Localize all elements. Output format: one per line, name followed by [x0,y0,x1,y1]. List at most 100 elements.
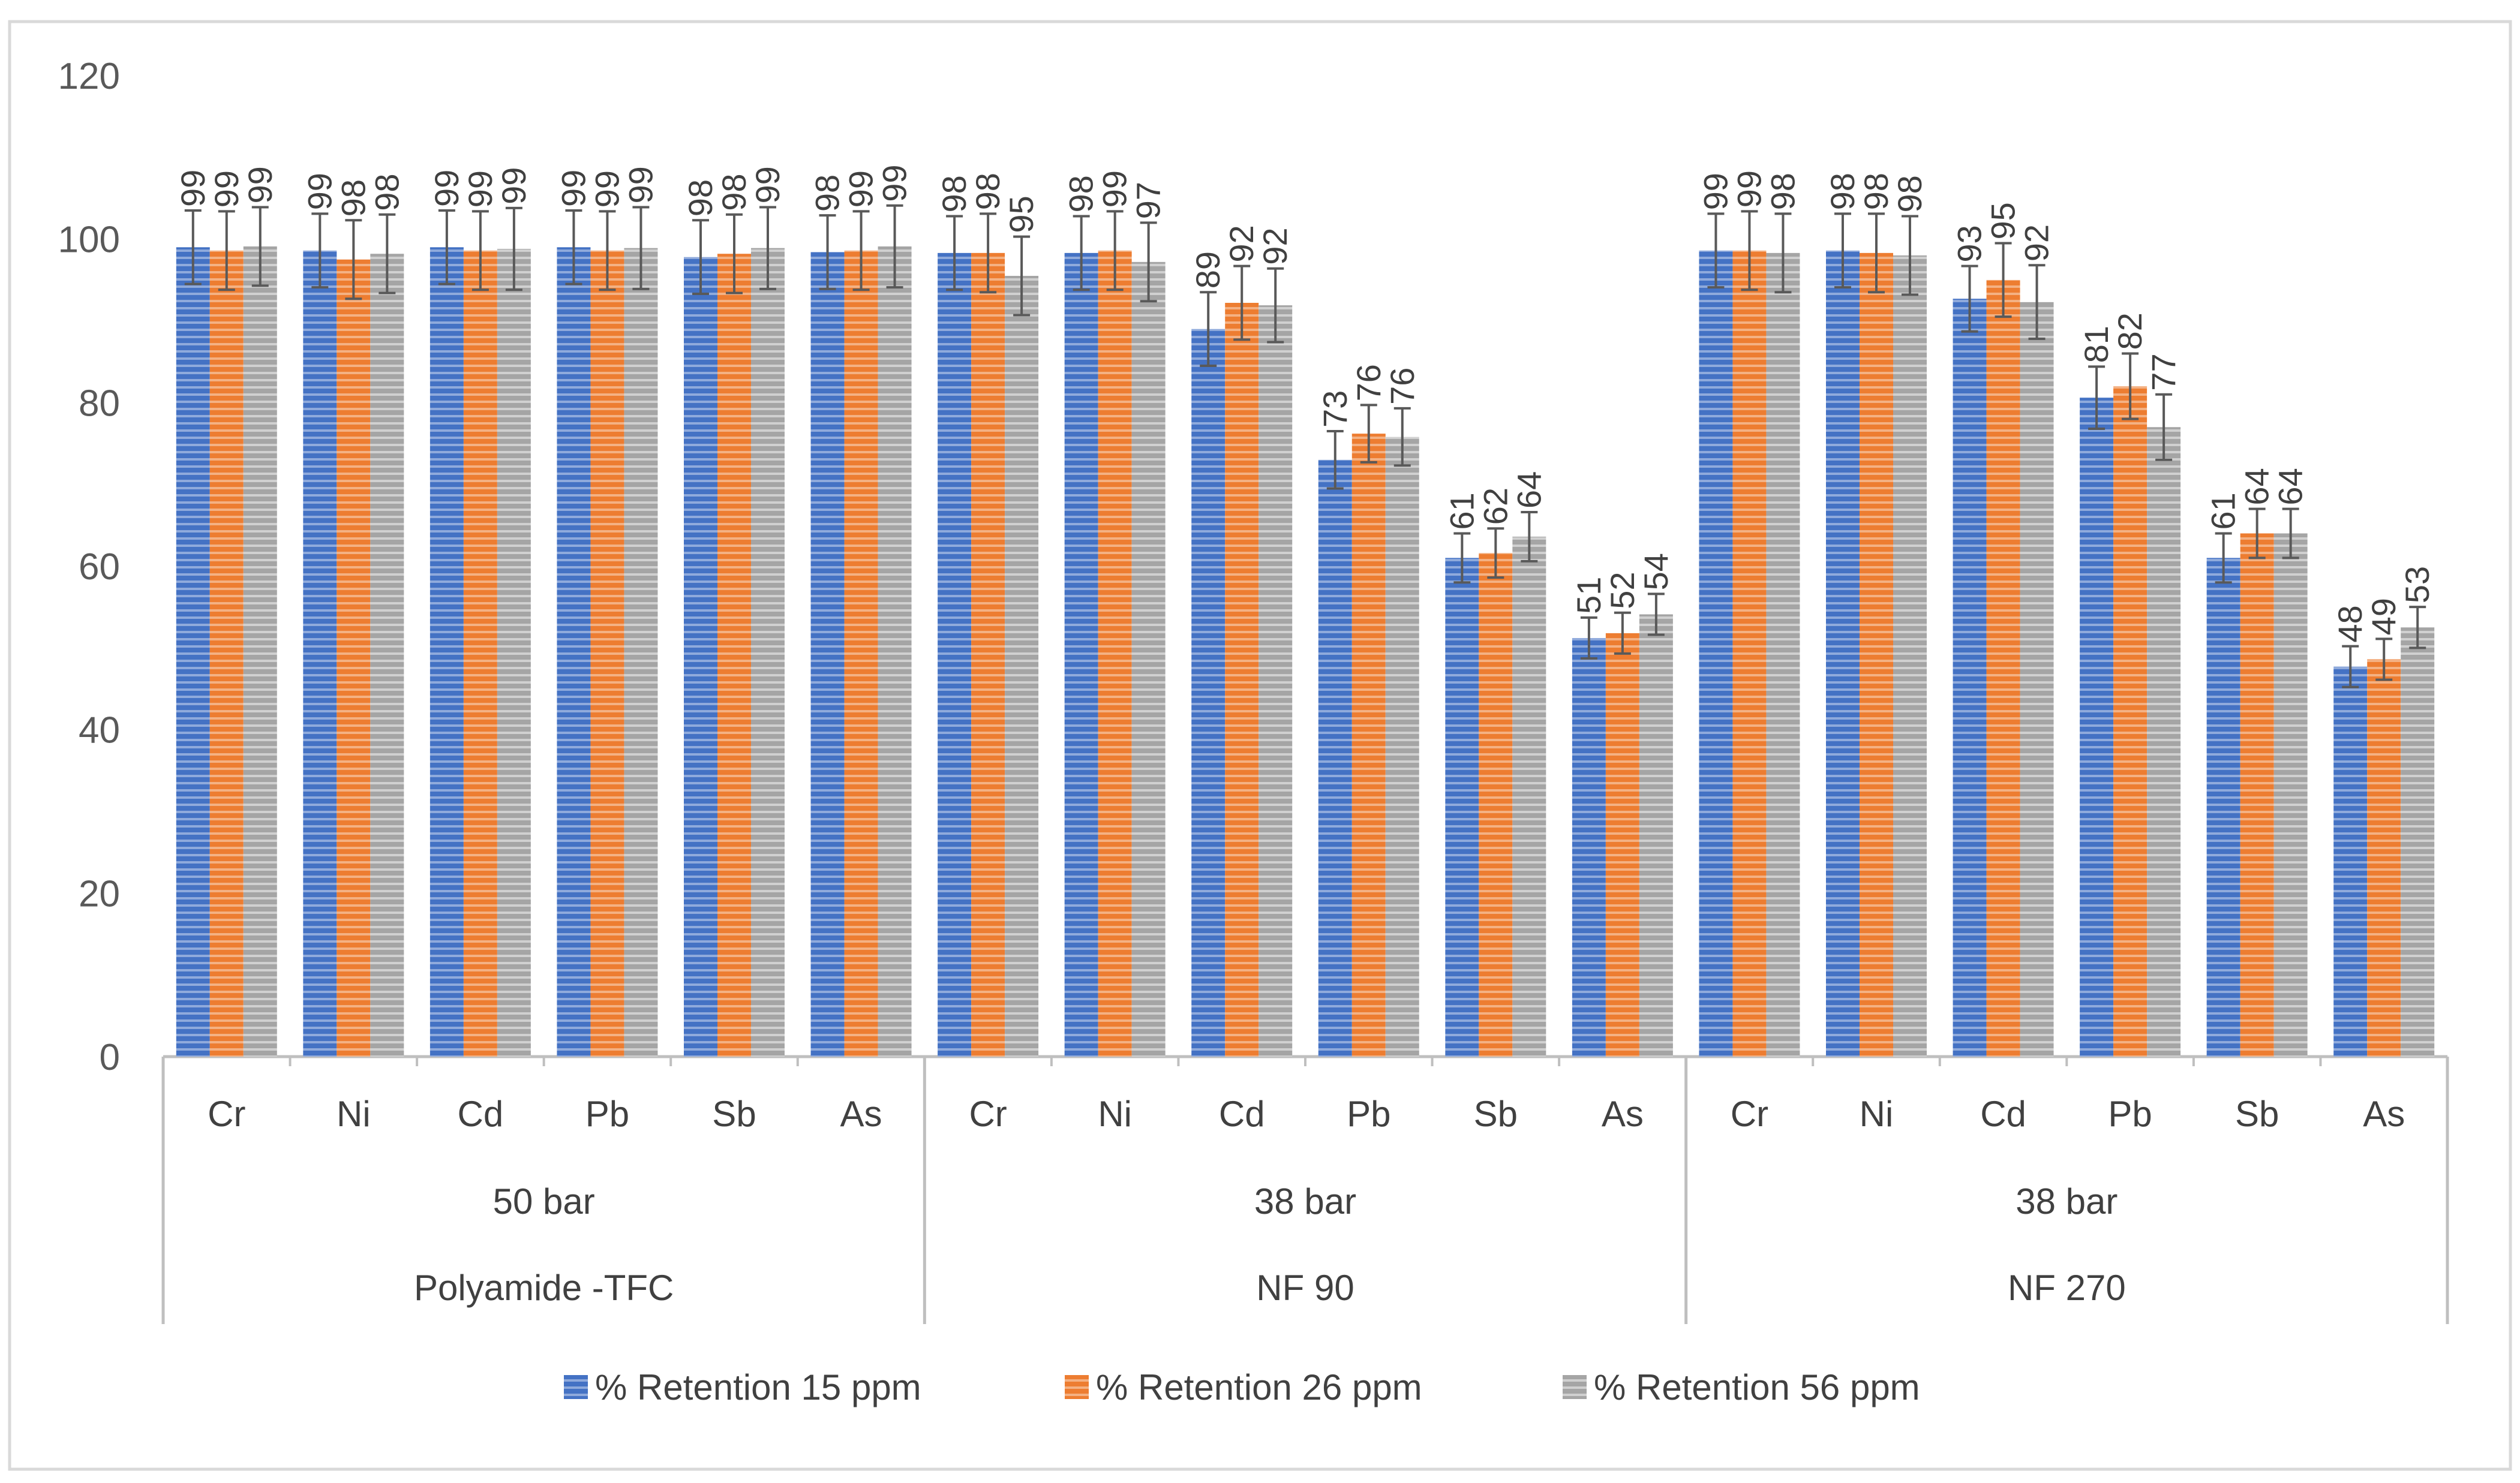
y-tick-label: 80 [79,383,120,424]
data-label: 62 [1476,488,1514,525]
bar [1860,252,1893,1057]
axis-layer: 0 20 40 60 80 100 120 Cr Ni Cd Pb Sb As Cr Ni Cd Pb Sb As C… [58,56,2449,1324]
data-label: 82 [2111,312,2149,350]
bar [2113,386,2147,1057]
membrane-label: NF 270 [2008,1268,2126,1308]
data-label: 95 [1984,202,2022,239]
x-category-label: Cr [208,1094,245,1134]
y-tick-label: 100 [58,219,120,261]
data-label: 61 [2204,492,2242,530]
data-label: 52 [1603,571,1641,609]
pressure-label: 38 bar [1254,1181,1356,1222]
bar [370,254,404,1057]
x-category-label: Ni [337,1094,371,1134]
data-label: 51 [1570,577,1608,614]
y-tick-label: 60 [79,546,120,588]
pressure-label: 38 bar [2016,1181,2117,1222]
legend: % Retention 15 ppm % Retention 26 ppm % Re… [564,1367,1920,1407]
data-label: 53 [2398,566,2436,603]
bar [557,247,591,1057]
bar [1699,250,1733,1057]
data-label: 48 [2331,605,2369,642]
x-category-label: Sb [712,1094,756,1134]
x-category-label: As [2363,1094,2405,1134]
x-category-label: Ni [1098,1094,1132,1134]
data-label: 92 [2018,224,2056,261]
data-label: 73 [1316,390,1354,428]
bar [844,250,878,1057]
legend-label: % Retention 15 ppm [595,1367,921,1407]
x-category-label: Pb [2108,1094,2152,1134]
x-category-label: Sb [2235,1094,2279,1134]
bar [463,250,497,1057]
data-label: 98 [1857,173,1895,210]
legend-swatch [1065,1375,1089,1399]
x-category-label: Cr [969,1094,1007,1134]
bar [2147,427,2181,1057]
data-label: 98 [809,175,846,212]
bar [938,252,972,1057]
data-label: 99 [1696,173,1734,210]
data-label: 99 [1096,170,1134,207]
bar [810,252,845,1057]
x-category-label: Ni [1860,1094,1894,1134]
bar [1225,303,1259,1057]
bar [1064,252,1098,1057]
data-label: 92 [1223,225,1260,262]
data-label: 64 [1510,471,1548,509]
bar [1351,434,1386,1057]
data-label: 99 [208,170,245,207]
data-label: 99 [461,170,499,207]
data-label: 98 [969,173,1007,210]
data-label: 99 [842,170,880,207]
data-label: 77 [2144,353,2182,390]
bar [2401,627,2435,1057]
legend-label: % Retention 26 ppm [1096,1367,1422,1407]
bar [1479,553,1513,1057]
bars-layer [176,246,2435,1057]
bar [1318,459,1352,1057]
y-tick-label: 120 [58,56,120,97]
x-category-label: Cd [1980,1094,2026,1134]
data-label: 99 [749,166,786,203]
bar [1826,250,1860,1057]
bar [1385,437,1419,1057]
x-category-label: Pb [1347,1094,1390,1134]
bar [209,250,244,1057]
bar [1639,614,1673,1057]
bar [2020,302,2054,1057]
data-label: 61 [1443,492,1480,530]
bar [1766,252,1800,1057]
data-label: 95 [1002,195,1040,233]
data-label: 98 [334,179,372,216]
bar [337,259,371,1057]
x-category-label: Sb [1474,1094,1518,1134]
data-label: 98 [1824,173,1861,210]
data-label: 98 [1764,173,1801,210]
bar [1572,637,1606,1057]
data-label: 89 [1189,251,1227,288]
x-category-label: Cr [1731,1094,1768,1134]
data-label: 99 [876,164,914,201]
legend-label: % Retention 56 ppm [1594,1367,1920,1407]
data-label: 99 [495,167,533,204]
bar [1893,255,1927,1057]
bar [2240,533,2274,1057]
data-label: 49 [2365,598,2402,635]
data-label: 99 [621,166,659,203]
data-label: 99 [241,166,279,203]
bar [429,247,464,1057]
data-label: 76 [1383,368,1421,405]
x-category-label: Cd [1219,1094,1265,1134]
bar [1098,250,1132,1057]
bar [624,248,658,1057]
bar [1732,250,1767,1057]
data-label: 99 [174,170,212,207]
bar [497,249,531,1057]
bar [2080,398,2114,1057]
bar [243,246,277,1057]
data-label: 76 [1350,364,1387,401]
data-label: 98 [681,179,719,216]
bar [684,257,717,1057]
membrane-label: Polyamide -TFC [414,1268,674,1308]
